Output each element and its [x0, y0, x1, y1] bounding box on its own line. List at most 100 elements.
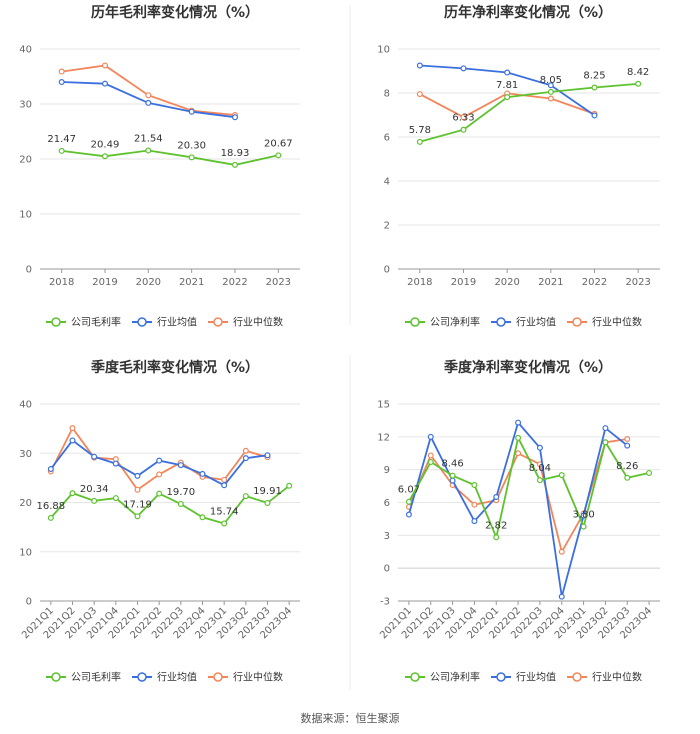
data-point-mean [536, 444, 543, 451]
data-label: 20.34 [80, 484, 109, 495]
chart-title: 季度毛利率变化情况（%） [90, 359, 259, 376]
data-point-mean [405, 511, 412, 518]
data-point-company [221, 520, 228, 527]
data-point-company [177, 500, 184, 507]
chart-title: 季度净利率变化情况（%） [443, 359, 612, 376]
data-label: 8.42 [627, 67, 649, 78]
y-tick-label: 15 [377, 400, 390, 411]
data-point-mean [242, 455, 249, 462]
data-point-mean [471, 518, 478, 525]
y-tick-label: 10 [19, 210, 32, 221]
data-label: 8.46 [441, 459, 463, 470]
data-point-company [547, 88, 554, 95]
data-point-median [427, 452, 434, 459]
y-tick-label: 12 [377, 432, 390, 443]
y-tick-label: 20 [19, 155, 32, 166]
legend-item-company: 公司净利率 [405, 316, 480, 329]
data-label: 8.04 [529, 463, 551, 474]
data-point-company [275, 152, 282, 159]
data-point-mean [515, 419, 522, 426]
y-tick-label: -3 [380, 597, 390, 608]
data-point-company [101, 153, 108, 160]
data-point-mean [69, 437, 76, 444]
data-point-mean [558, 593, 565, 600]
data-label: 8.26 [616, 461, 638, 472]
chart-panel-4: 季度净利率变化情况（%）-3036912152021Q12021Q22021Q3… [377, 359, 660, 684]
legend-marker [496, 672, 506, 682]
data-point-company [145, 147, 152, 154]
data-point-company [449, 472, 456, 479]
data-label: 20.49 [91, 139, 120, 150]
legend-marker [496, 317, 506, 327]
data-point-mean [47, 466, 54, 473]
data-point-mean [188, 108, 195, 115]
chart-panel-1: 历年毛利率变化情况（%） 0 10 20 30 40 2018 2019 2020 2021 202… [19, 4, 300, 329]
data-point-median [242, 447, 249, 454]
data-point-mean [460, 65, 467, 72]
y-tick-label: 0 [384, 564, 390, 575]
legend-label: 公司毛利率 [71, 671, 121, 684]
legend-marker [213, 317, 223, 327]
data-point-company [558, 472, 565, 479]
data-point-median [145, 92, 152, 99]
legend-label: 行业中位数 [592, 671, 642, 684]
data-point-mean [112, 460, 119, 467]
x-tick-label: 2018 [49, 277, 74, 288]
data-label: 8.25 [583, 71, 605, 82]
chart-title: 历年毛利率变化情况（%） [91, 4, 259, 21]
legend-marker [51, 672, 61, 682]
legend-marker [213, 672, 223, 682]
data-label: 3.80 [572, 510, 594, 521]
x-tick-label: 2019 [92, 277, 117, 288]
data-point-company [536, 477, 543, 484]
legend-item-median: 行业中位数 [208, 671, 283, 684]
series-line-company [408, 435, 650, 541]
data-point-mean [449, 477, 456, 484]
y-tick-label: 10 [377, 45, 390, 56]
data-point-mean [221, 482, 228, 489]
data-point-company [580, 523, 587, 530]
data-point-mean [591, 112, 598, 119]
data-point-mean [416, 62, 423, 69]
x-tick-label: 2023 [266, 277, 291, 288]
data-point-mean [177, 462, 184, 469]
data-point-median [134, 486, 141, 493]
data-label: 18.93 [221, 148, 250, 159]
data-point-company [471, 481, 478, 488]
y-tick-label: 30 [19, 100, 32, 111]
legend-marker [137, 672, 147, 682]
data-point-company [405, 498, 412, 505]
series-line-company [419, 82, 639, 143]
data-point-mean [264, 452, 271, 459]
data-point-median [416, 91, 423, 98]
legend-label: 行业中位数 [592, 316, 642, 329]
y-tick-label: 0 [26, 265, 32, 276]
data-point-company [624, 474, 631, 481]
legend-item-median: 行业中位数 [567, 671, 642, 684]
data-label: 6.33 [452, 113, 474, 124]
legend-item-median: 行业中位数 [208, 316, 283, 329]
data-label: 2.82 [485, 520, 507, 531]
data-point-median [558, 548, 565, 555]
legend-label: 行业均值 [516, 316, 556, 329]
y-tick-label: 9 [384, 465, 390, 476]
data-label: 6.07 [398, 485, 420, 496]
data-point-median [471, 501, 478, 508]
series-line-median [61, 64, 236, 116]
data-point-mean [199, 470, 206, 477]
data-point-company [635, 80, 642, 87]
data-source: 数据来源：恒生聚源 [301, 711, 400, 725]
data-point-company [646, 469, 653, 476]
y-tick-label: 40 [19, 45, 32, 56]
data-point-company [460, 126, 467, 133]
data-label: 20.67 [264, 138, 293, 149]
data-point-mean [145, 99, 152, 106]
legend-item-company: 公司毛利率 [46, 316, 121, 329]
data-point-company [58, 147, 65, 154]
data-point-company [188, 154, 195, 161]
data-label: 16.88 [37, 501, 66, 512]
data-point-company [591, 84, 598, 91]
legend-marker [137, 317, 147, 327]
chart-title: 历年净利率变化情况（%） [444, 4, 612, 21]
